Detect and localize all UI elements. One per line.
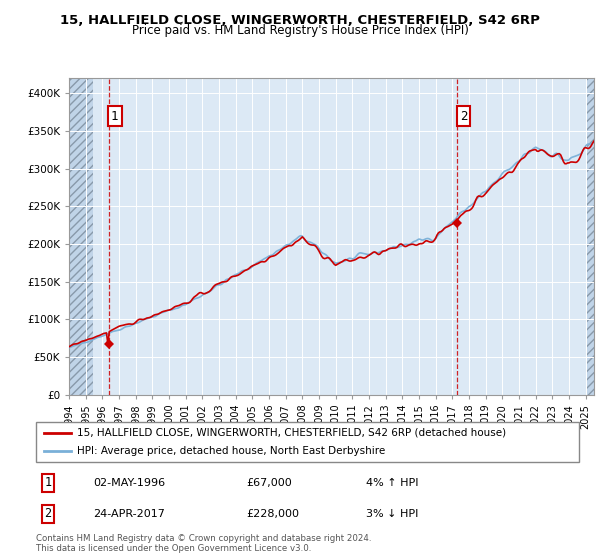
Text: Price paid vs. HM Land Registry's House Price Index (HPI): Price paid vs. HM Land Registry's House …: [131, 24, 469, 36]
Text: £67,000: £67,000: [246, 478, 292, 488]
Text: 1: 1: [44, 477, 52, 489]
Text: 24-APR-2017: 24-APR-2017: [93, 509, 165, 519]
Text: 4% ↑ HPI: 4% ↑ HPI: [366, 478, 419, 488]
Text: HPI: Average price, detached house, North East Derbyshire: HPI: Average price, detached house, Nort…: [77, 446, 385, 456]
Text: 2: 2: [460, 110, 467, 123]
Bar: [69, 78, 92, 395]
Text: Contains HM Land Registry data © Crown copyright and database right 2024.
This d: Contains HM Land Registry data © Crown c…: [36, 534, 371, 553]
Text: 2: 2: [44, 507, 52, 520]
Text: 15, HALLFIELD CLOSE, WINGERWORTH, CHESTERFIELD, S42 6RP: 15, HALLFIELD CLOSE, WINGERWORTH, CHESTE…: [60, 14, 540, 27]
Text: £228,000: £228,000: [246, 509, 299, 519]
Text: 02-MAY-1996: 02-MAY-1996: [93, 478, 165, 488]
Text: 15, HALLFIELD CLOSE, WINGERWORTH, CHESTERFIELD, S42 6RP (detached house): 15, HALLFIELD CLOSE, WINGERWORTH, CHESTE…: [77, 428, 506, 437]
Bar: [587, 78, 594, 395]
Text: 3% ↓ HPI: 3% ↓ HPI: [366, 509, 418, 519]
Text: 1: 1: [111, 110, 119, 123]
